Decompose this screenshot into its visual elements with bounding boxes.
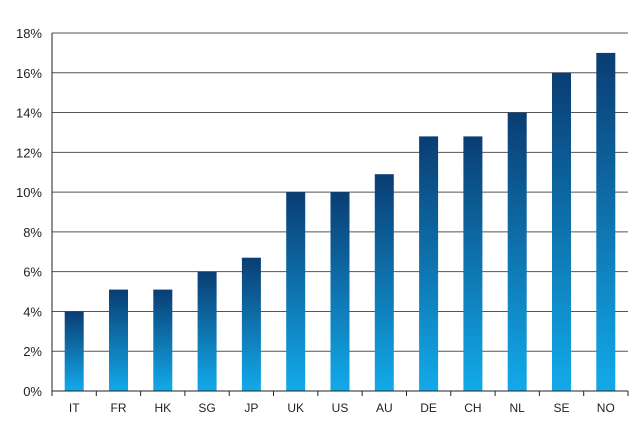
bar-uk (286, 192, 306, 391)
y-tick-label: 16% (16, 66, 42, 81)
y-tick-label: 14% (16, 106, 42, 121)
y-tick-label: 6% (23, 265, 42, 280)
x-category-label: SG (198, 401, 215, 415)
x-category-label: DE (420, 401, 437, 415)
bar-fr (109, 289, 128, 391)
y-axis-tick-labels: 0% 2% 4% 6% 8% 10% 12% 14% 16% 18% (16, 26, 42, 399)
bar-au (374, 174, 394, 391)
y-tick-label: 8% (23, 225, 42, 240)
bar-it (64, 311, 84, 391)
bar-sg (197, 271, 217, 391)
bar-se (552, 72, 571, 392)
bar-us (330, 192, 350, 391)
y-tick-label: 0% (23, 384, 42, 399)
bar-ch (463, 136, 483, 391)
bar-hk (153, 289, 173, 391)
x-category-label: AU (376, 401, 393, 415)
y-tick-label: 12% (16, 145, 42, 160)
bar-de (419, 136, 439, 391)
bars (64, 52, 616, 392)
x-category-label: UK (287, 401, 304, 415)
x-category-label: IT (69, 401, 80, 415)
y-tick-label: 18% (16, 26, 42, 41)
x-category-label: NO (597, 401, 615, 415)
x-category-label: JP (244, 401, 258, 415)
y-tick-label: 4% (23, 304, 42, 319)
bar-nl (507, 112, 527, 391)
x-category-label: NL (510, 401, 526, 415)
bar-jp (241, 257, 261, 391)
bar-no (596, 52, 616, 392)
x-category-label: US (332, 401, 349, 415)
x-category-label: CH (464, 401, 481, 415)
y-tick-label: 2% (23, 344, 42, 359)
x-category-label: FR (111, 401, 127, 415)
x-category-label: SE (553, 401, 569, 415)
y-tick-label: 10% (16, 185, 42, 200)
axes (51, 33, 629, 396)
x-axis-category-labels: IT FR HK SG JP UK US AU DE CH NL SE NO (69, 401, 615, 415)
x-category-label: HK (154, 401, 171, 415)
